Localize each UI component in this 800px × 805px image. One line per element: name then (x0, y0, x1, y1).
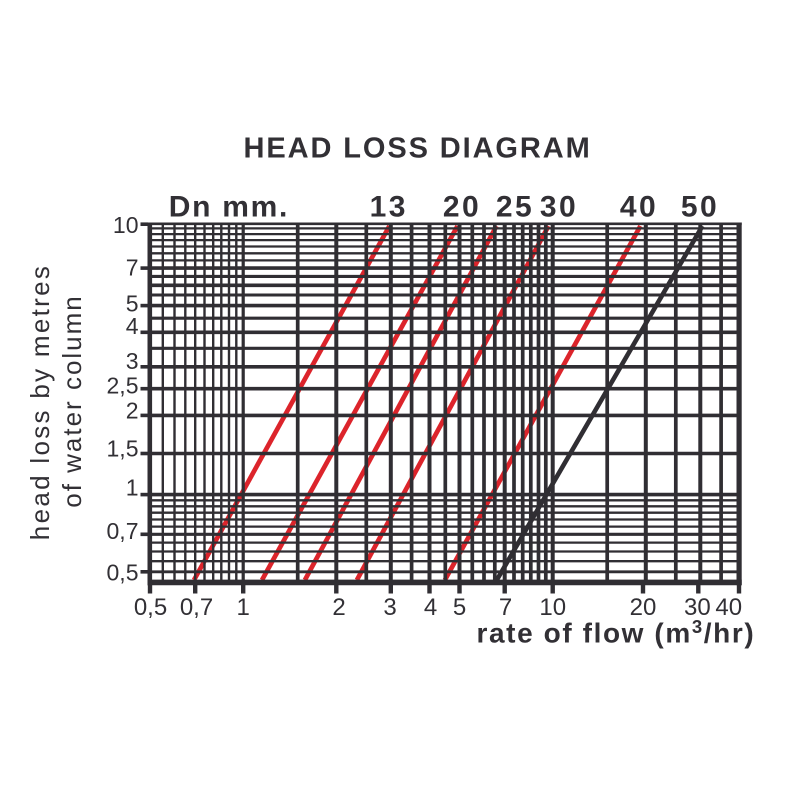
svg-text:3: 3 (383, 594, 396, 621)
svg-text:7: 7 (499, 594, 512, 621)
svg-text:25: 25 (496, 191, 534, 224)
svg-text:rate of flow (m3/hr): rate of flow (m3/hr) (477, 616, 756, 649)
svg-text:13: 13 (370, 191, 408, 224)
svg-text:0,7: 0,7 (180, 594, 213, 621)
svg-text:1: 1 (237, 594, 250, 621)
svg-text:20: 20 (443, 191, 481, 224)
svg-text:30: 30 (684, 594, 711, 621)
svg-text:4: 4 (126, 313, 139, 339)
svg-text:40: 40 (715, 594, 742, 621)
svg-text:30: 30 (540, 191, 578, 224)
svg-text:10: 10 (539, 594, 566, 621)
svg-text:Dn mm.: Dn mm. (169, 191, 289, 224)
svg-text:5: 5 (453, 594, 466, 621)
svg-text:HEAD LOSS DIAGRAM: HEAD LOSS DIAGRAM (244, 132, 592, 164)
svg-text:7: 7 (126, 255, 139, 281)
svg-text:3: 3 (126, 348, 139, 374)
svg-text:10: 10 (113, 212, 139, 238)
svg-text:of water column: of water column (57, 294, 87, 508)
svg-text:2,5: 2,5 (107, 372, 139, 398)
svg-text:4: 4 (424, 594, 437, 621)
svg-text:1,5: 1,5 (107, 436, 139, 462)
svg-text:2: 2 (332, 594, 345, 621)
svg-text:2: 2 (126, 398, 139, 424)
svg-text:0,5: 0,5 (134, 594, 167, 621)
svg-text:1: 1 (126, 474, 139, 500)
svg-text:50: 50 (681, 191, 719, 224)
svg-text:40: 40 (620, 191, 658, 224)
svg-text:5: 5 (126, 291, 139, 317)
svg-text:head loss by metres: head loss by metres (25, 264, 55, 540)
svg-text:20: 20 (630, 594, 657, 621)
svg-text:0,7: 0,7 (107, 518, 139, 544)
svg-text:0,5: 0,5 (107, 560, 139, 586)
